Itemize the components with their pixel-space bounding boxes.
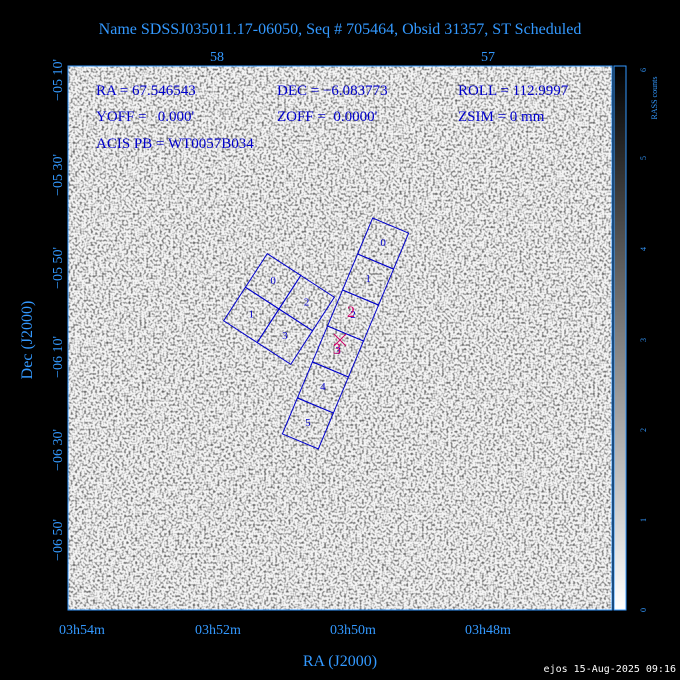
dec-axis-title: Dec (J2000) [19, 301, 36, 380]
dec-tick-label: −05 50' [51, 247, 66, 289]
chip-label: 0 [270, 275, 276, 287]
dec-tick-label: −06 10' [51, 336, 66, 378]
info-text: ACIS PB = WT0057B034 [96, 136, 254, 152]
i-array: 0 2 1 3 [222, 252, 336, 366]
ra-tick-label: 03h54m [59, 623, 105, 638]
colorbar-label: 4 [639, 247, 648, 251]
chip-label: 0 [380, 237, 386, 249]
info-text: RA = 67.546543 [96, 83, 196, 99]
info-text: ZSIM = 0 mm [458, 109, 545, 125]
title: Name SDSSJ035011.17-06050, Seq # 705464,… [99, 21, 582, 38]
chip-label: 1 [249, 308, 255, 320]
footer: ejos 15-Aug-2025 09:16 [544, 664, 676, 675]
colorbar-label: 5 [639, 156, 648, 160]
colorbar-label: 2 [639, 428, 648, 432]
chip-label: 1 [365, 273, 371, 285]
aimpoint-label: 2 [347, 304, 355, 321]
aimpoint: 2 3 [333, 304, 355, 358]
chip-label: 3 [282, 330, 288, 342]
top-tick-label: 58 [210, 50, 224, 65]
dec-tick-label: −06 50' [51, 519, 66, 561]
colorbar-label: 6 [639, 68, 648, 72]
dec-tick-label: −05 10' [51, 59, 66, 101]
info-text: ROLL = 112.9997 [458, 83, 569, 99]
chip-label: 2 [350, 309, 356, 321]
info-text: DEC = −6.083773 [277, 83, 388, 99]
ra-tick-label: 03h48m [465, 623, 511, 638]
ra-tick-label: 03h52m [195, 623, 241, 638]
chip-label: 4 [320, 381, 326, 393]
info-text: YOFF = 0.000' [96, 109, 195, 125]
chip-label: 2 [304, 297, 310, 309]
frame [67, 65, 613, 611]
colorbar-label: 1 [639, 518, 648, 522]
colorbar [613, 65, 627, 611]
colorbar-label: 3 [639, 338, 648, 342]
colorbar-label: 0 [639, 608, 648, 612]
ra-tick-label: 03h50m [330, 623, 376, 638]
colorbar-title: RASS counts [650, 77, 659, 120]
dec-tick-label: −05 30' [51, 154, 66, 196]
aimpoint-label: 3 [333, 341, 341, 358]
sky-noise [68, 66, 612, 610]
chip [256, 308, 314, 366]
chip [281, 397, 335, 450]
info-text: ZOFF = 0.0000' [277, 109, 378, 125]
top-tick-label: 57 [481, 50, 495, 65]
aimpoint-cross [333, 333, 347, 347]
s-array: 0 1 2 3 4 5 [281, 217, 410, 450]
ra-axis-title: RA (J2000) [303, 653, 377, 670]
chip-label: 3 [335, 345, 341, 357]
dec-tick-label: −06 30' [51, 429, 66, 471]
chip-label: 5 [305, 417, 311, 429]
